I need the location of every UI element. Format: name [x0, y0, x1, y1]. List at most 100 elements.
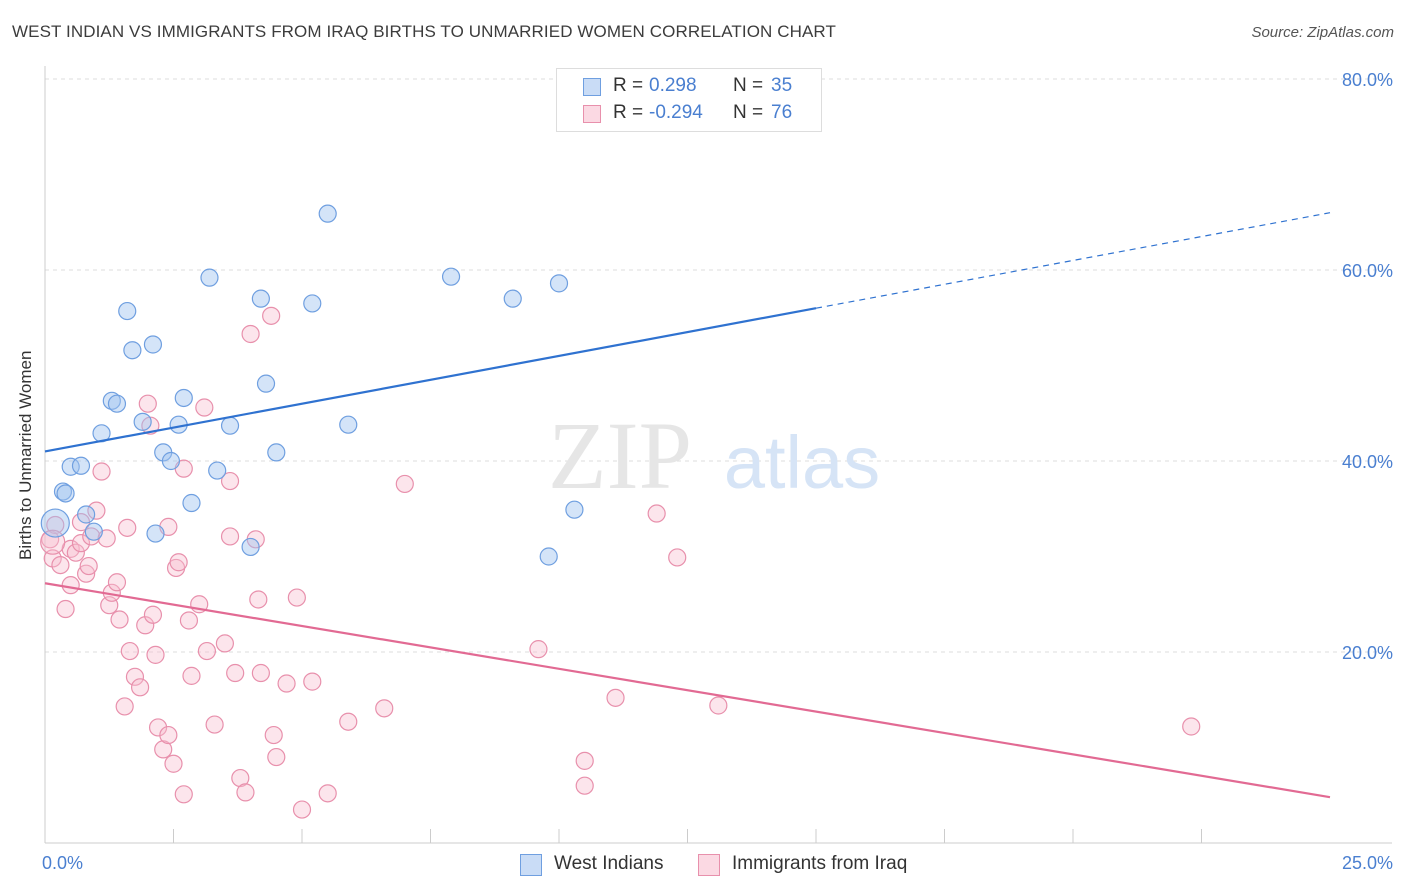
data-point-west-indians: [133, 412, 152, 431]
data-point-west-indians: [208, 461, 227, 480]
legend-label: West Indians: [554, 853, 664, 874]
data-point-west-indians: [256, 374, 276, 393]
trend-line-iraq: [44, 582, 1331, 799]
data-point-iraq: [241, 324, 260, 344]
data-point-west-indians: [71, 456, 91, 475]
data-point-iraq: [130, 678, 150, 697]
y-axis-label: Births to Unmarried Women: [16, 350, 35, 560]
data-point-west-indians: [182, 493, 201, 513]
legend-swatch-pink: [698, 854, 720, 876]
series-iraq-points: [40, 306, 1201, 819]
data-point-iraq: [195, 398, 214, 417]
data-point-iraq: [148, 718, 168, 737]
data-point-west-indians: [102, 391, 121, 410]
data-point-iraq: [82, 527, 101, 546]
data-point-iraq: [375, 699, 394, 718]
data-point-iraq: [231, 768, 250, 788]
data-point-west-indians: [267, 443, 286, 462]
data-point-iraq: [287, 588, 306, 607]
tick-labels: 20.0% 40.0% 60.0% 80.0% 0.0% 25.0%: [42, 70, 1393, 873]
data-point-west-indians: [118, 301, 137, 321]
legend-label: Immigrants from Iraq: [732, 853, 908, 874]
data-point-iraq: [226, 663, 245, 683]
source-label: Source: ZipAtlas.com: [1251, 24, 1394, 41]
data-point-iraq: [277, 674, 296, 693]
data-point-iraq: [395, 474, 414, 494]
data-point-iraq: [143, 605, 163, 624]
data-point-west-indians: [565, 500, 584, 519]
data-point-iraq: [197, 641, 217, 661]
data-point-iraq: [110, 610, 129, 629]
data-point-west-indians: [441, 267, 461, 286]
data-point-iraq: [61, 576, 80, 595]
trend-line-west-indians-extension: [815, 212, 1331, 309]
data-point-west-indians: [251, 289, 270, 308]
data-point-iraq: [318, 784, 337, 803]
n-label: N =: [733, 75, 764, 96]
data-point-west-indians: [303, 294, 322, 313]
data-point-west-indians: [53, 482, 73, 501]
data-point-iraq: [264, 725, 283, 745]
data-point-west-indians: [161, 451, 181, 471]
data-point-west-indians: [143, 335, 163, 354]
data-point-iraq: [107, 573, 127, 592]
data-point-west-indians: [503, 289, 522, 308]
legend-swatch-blue: [520, 854, 542, 876]
n-label: N =: [733, 102, 764, 123]
data-point-iraq: [66, 543, 85, 562]
data-point-iraq: [262, 306, 281, 325]
y-tick-label: 80.0%: [1342, 70, 1393, 90]
data-point-iraq: [251, 663, 270, 683]
data-point-iraq: [46, 515, 65, 535]
data-point-iraq: [647, 504, 666, 523]
data-point-iraq: [174, 785, 193, 804]
data-point-west-indians: [107, 394, 127, 413]
data-point-iraq: [267, 747, 286, 767]
data-point-iraq: [159, 725, 178, 745]
data-point-west-indians: [40, 508, 70, 538]
data-point-west-indians: [200, 268, 219, 287]
data-point-iraq: [169, 553, 188, 572]
series-legend: West Indians Immigrants from Iraq: [0, 852, 1406, 878]
data-point-west-indians: [339, 415, 358, 434]
data-point-iraq: [179, 611, 199, 630]
data-point-iraq: [220, 471, 240, 491]
n-value: 76: [771, 102, 793, 123]
data-point-west-indians: [539, 547, 558, 566]
data-point-iraq: [115, 697, 134, 716]
correlation-legend: R = 0.298 N = 35 R = -0.294 N = 76: [556, 68, 822, 132]
legend-swatch-pink: [583, 105, 601, 123]
watermark-zip: ZIP: [548, 402, 692, 509]
data-point-iraq: [118, 518, 137, 537]
x-tick-label: 25.0%: [1342, 853, 1393, 873]
data-point-iraq: [125, 667, 145, 686]
data-point-iraq: [529, 640, 548, 659]
data-point-iraq: [249, 590, 268, 609]
data-point-west-indians: [77, 505, 96, 524]
grid-lines: [45, 78, 1392, 653]
data-point-iraq: [236, 783, 255, 802]
trend-line-west-indians: [44, 307, 817, 453]
data-point-iraq: [146, 645, 165, 664]
r-value: 0.298: [649, 75, 697, 96]
data-point-iraq: [154, 740, 173, 759]
y-tick-label: 40.0%: [1342, 452, 1393, 472]
r-label: R =: [613, 102, 644, 123]
data-point-west-indians: [146, 524, 165, 543]
data-point-iraq: [51, 555, 70, 575]
watermark-atlas: atlas: [724, 421, 880, 504]
data-point-iraq: [56, 599, 75, 619]
data-point-iraq: [92, 462, 111, 481]
data-point-iraq: [220, 527, 240, 546]
r-value: -0.294: [649, 102, 703, 123]
r-label: R =: [613, 75, 644, 96]
data-point-west-indians: [220, 416, 240, 435]
data-point-iraq: [575, 776, 594, 795]
data-point-iraq: [182, 666, 201, 685]
data-point-iraq: [79, 556, 98, 576]
watermark: ZIP atlas: [548, 402, 880, 509]
data-point-iraq: [575, 751, 594, 770]
data-point-west-indians: [549, 274, 569, 293]
trend-lines: [44, 212, 1331, 799]
